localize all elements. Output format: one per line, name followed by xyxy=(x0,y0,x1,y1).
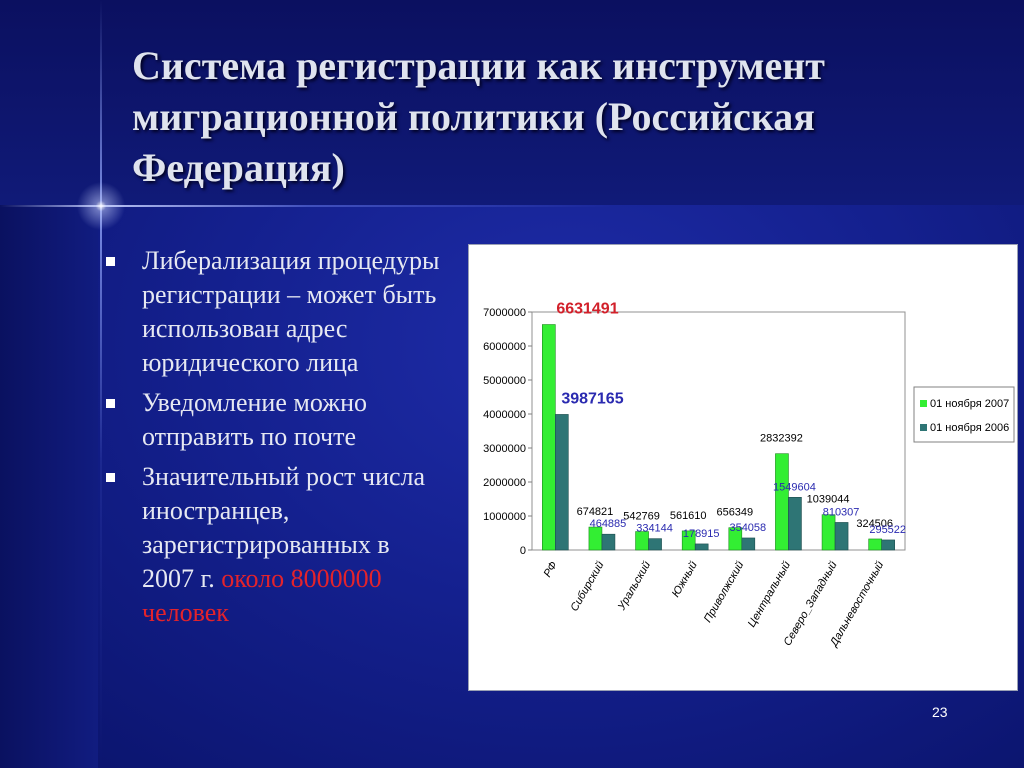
y-tick-label: 4000000 xyxy=(483,409,526,421)
data-label-2006: 295522 xyxy=(869,524,906,536)
data-label-2007: 561610 xyxy=(670,510,707,522)
y-tick-label: 6000000 xyxy=(483,341,526,353)
legend-label-2007: 01 ноября 2007 xyxy=(930,398,1009,410)
bar-2006-4 xyxy=(741,537,756,551)
square-bullet-icon xyxy=(106,257,115,266)
bullet-text: Либерализация процедуры регистрации – мо… xyxy=(142,246,440,377)
y-tick-label: 7000000 xyxy=(483,307,526,319)
bar-2006-3 xyxy=(694,543,709,551)
page-number: 23 xyxy=(932,704,948,720)
legend-swatch-2006 xyxy=(920,424,927,431)
data-label-2007: 1039044 xyxy=(807,494,850,506)
bar-2006-2 xyxy=(648,538,662,551)
title-band xyxy=(0,0,1024,205)
x-tick-label: Северо_Западный xyxy=(782,560,840,649)
y-tick-label: 1000000 xyxy=(483,511,526,523)
x-tick-label: Дальневосточный xyxy=(827,560,886,651)
bar-2007-6 xyxy=(821,514,836,551)
y-tick-label: 0 xyxy=(520,545,526,557)
bar-2006-0 xyxy=(555,414,569,551)
bar-2007-0 xyxy=(542,324,556,551)
plot-area xyxy=(531,311,906,551)
data-label-2007: 674821 xyxy=(577,506,614,518)
bullet-text: Уведомление можно отправить по почте xyxy=(142,388,368,451)
y-tick-label: 5000000 xyxy=(483,375,526,387)
x-tick-label: РФ xyxy=(542,559,560,579)
bullet-highlight: около 8000000 человек xyxy=(142,564,382,627)
x-tick-label: Центральный xyxy=(746,560,793,630)
y-tick-label: 3000000 xyxy=(483,443,526,455)
bar-2006-7 xyxy=(881,539,895,551)
x-tick-label: Уральский xyxy=(615,560,653,614)
data-label-2006: 178915 xyxy=(683,528,720,540)
bar-2006-6 xyxy=(834,522,849,551)
data-label-2007: 542769 xyxy=(623,511,660,523)
bullet-text: Значительный рост числа иностранцев, зар… xyxy=(142,462,426,593)
bar-2006-5 xyxy=(788,497,802,551)
bullet-item-liberalization: Либерализация процедуры регистрации – мо… xyxy=(100,244,445,380)
x-tick-label: Приволжский xyxy=(702,560,747,625)
x-tick-label: Южный xyxy=(670,560,700,600)
bar-chart: 0 1000000 2000000 3000000 4000000 5000000 6000… xyxy=(483,301,1015,651)
bullet-item-notification: Уведомление можно отправить по почте xyxy=(100,386,445,454)
left-band xyxy=(0,205,98,768)
data-label-2007: 2832392 xyxy=(760,433,803,445)
bar-2007-1 xyxy=(588,526,603,551)
bar-2007-7 xyxy=(868,538,882,551)
data-label-2006: 810307 xyxy=(823,506,860,518)
square-bullet-icon xyxy=(106,399,115,408)
decorative-horizontal-line xyxy=(0,205,1024,207)
bullet-list: Либерализация процедуры регистрации – мо… xyxy=(100,244,445,636)
data-label-2006: 334144 xyxy=(636,523,673,535)
slide-title: Система регистрации как инструмент мигра… xyxy=(132,43,825,190)
bullet-item-growth: Значительный рост числа иностранцев, зар… xyxy=(100,460,445,630)
bar-2006-1 xyxy=(601,533,616,551)
data-label-2007: 324506 xyxy=(856,518,893,530)
bar-2007-5 xyxy=(775,453,789,551)
data-label-2007: 656349 xyxy=(716,507,753,519)
legend-swatch-2007 xyxy=(920,400,927,407)
bar-2007-3 xyxy=(681,530,696,551)
x-tick-label: Сибирский xyxy=(568,560,606,614)
data-label-2006: 1549604 xyxy=(773,481,816,493)
decorative-vertical-line xyxy=(100,0,102,768)
legend-box xyxy=(913,386,1015,443)
square-bullet-icon xyxy=(106,473,115,482)
data-label-2007: 6631491 xyxy=(556,301,618,318)
sparkle-icon xyxy=(70,175,132,237)
data-label-2006: 464885 xyxy=(590,518,627,530)
data-label-2006: 3987165 xyxy=(561,390,623,407)
legend-label-2006: 01 ноября 2006 xyxy=(930,422,1009,434)
chart-panel: 0 1000000 2000000 3000000 4000000 5000000 6000… xyxy=(468,244,1018,691)
data-label-2006: 354058 xyxy=(729,522,766,534)
y-tick-label: 2000000 xyxy=(483,477,526,489)
